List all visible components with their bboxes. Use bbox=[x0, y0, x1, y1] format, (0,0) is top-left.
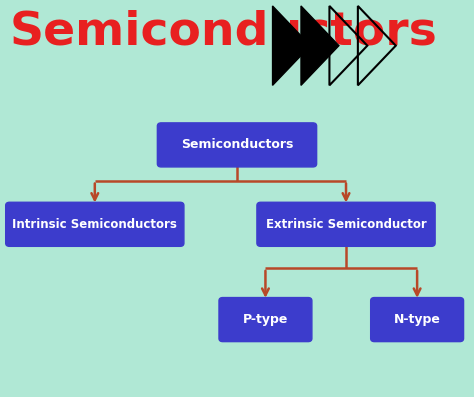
Text: N-type: N-type bbox=[394, 313, 440, 326]
FancyBboxPatch shape bbox=[257, 202, 435, 246]
FancyBboxPatch shape bbox=[157, 123, 317, 167]
Text: Extrinsic Semiconductor: Extrinsic Semiconductor bbox=[265, 218, 427, 231]
FancyBboxPatch shape bbox=[219, 298, 312, 341]
Polygon shape bbox=[301, 6, 339, 85]
Text: Semiconductors: Semiconductors bbox=[181, 139, 293, 151]
Polygon shape bbox=[273, 6, 310, 85]
FancyBboxPatch shape bbox=[6, 202, 184, 246]
FancyBboxPatch shape bbox=[371, 298, 464, 341]
Text: Semiconductors: Semiconductors bbox=[9, 10, 438, 55]
Text: Intrinsic Semiconductors: Intrinsic Semiconductors bbox=[12, 218, 177, 231]
Text: P-type: P-type bbox=[243, 313, 288, 326]
